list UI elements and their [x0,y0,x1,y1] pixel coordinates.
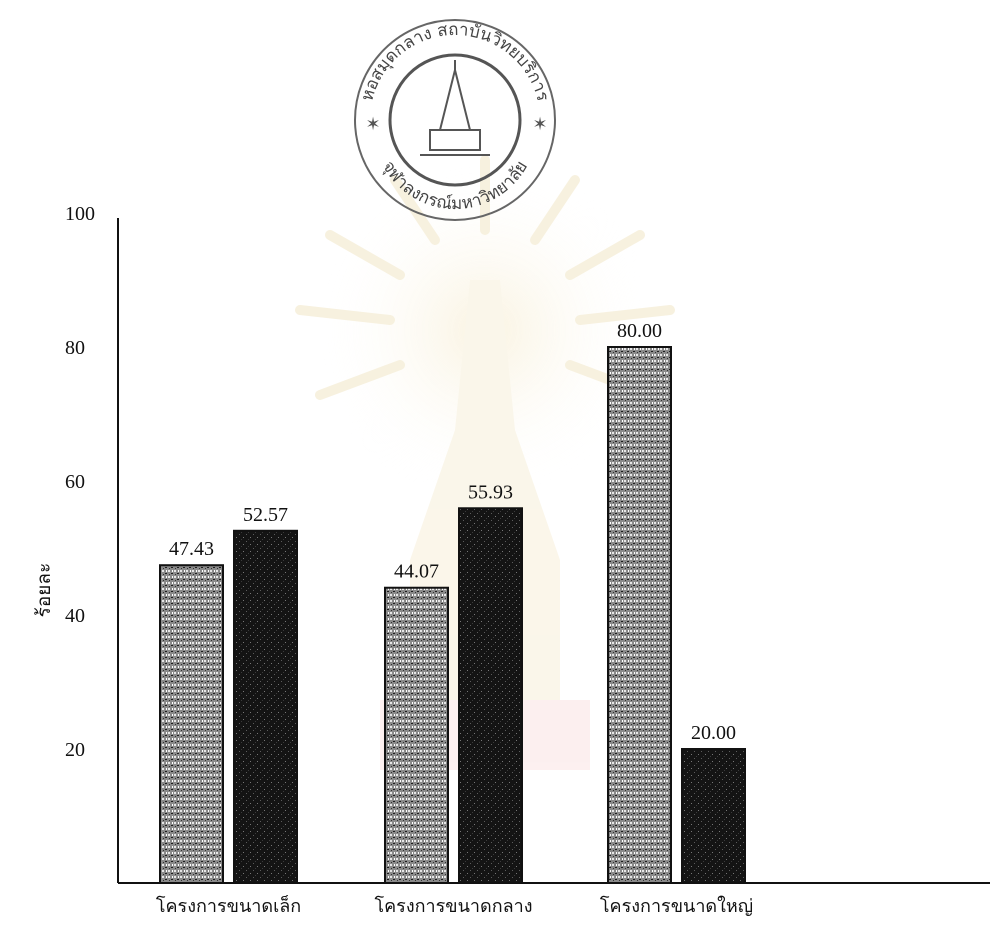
seal-star-left-icon: ✶ [365,114,380,135]
y-tick-label: 20 [65,739,85,761]
y-tick-label: 80 [65,337,85,359]
data-label: 44.07 [394,561,439,583]
data-label: 20.00 [691,722,736,744]
data-label: 47.43 [169,538,214,560]
category-label: โครงการขนาดเล็ก [156,894,301,917]
bars [159,346,746,885]
bar-series1-3 [607,346,672,884]
bar-series1-2 [384,586,449,885]
data-label: 55.93 [468,481,513,503]
category-label: โครงการขนาดกลาง [374,895,532,917]
data-labels: 47.43 52.57 44.07 55.93 80.00 20.00 [169,320,736,744]
bar-series2-3 [681,748,746,884]
seal-emblem-icon [420,60,490,156]
seal-star-right-icon: ✶ [532,114,547,135]
data-label: 80.00 [617,320,662,342]
y-tick-label: 100 [65,203,95,225]
bar-series1-1 [159,564,224,884]
y-tick-label: 40 [65,605,85,627]
category-labels: โครงการขนาดเล็ก โครงการขนาดกลาง โครงการขนา… [156,894,753,917]
y-ticks: 20 40 60 80 100 [65,203,95,761]
bar-series2-1 [233,529,298,884]
data-label: 52.57 [243,504,288,526]
category-label: โครงการขนาดใหญ่ [600,895,753,917]
y-axis-label: ร้อยละ [33,563,55,618]
y-tick-label: 60 [65,471,85,493]
bar-series2-2 [458,507,523,884]
